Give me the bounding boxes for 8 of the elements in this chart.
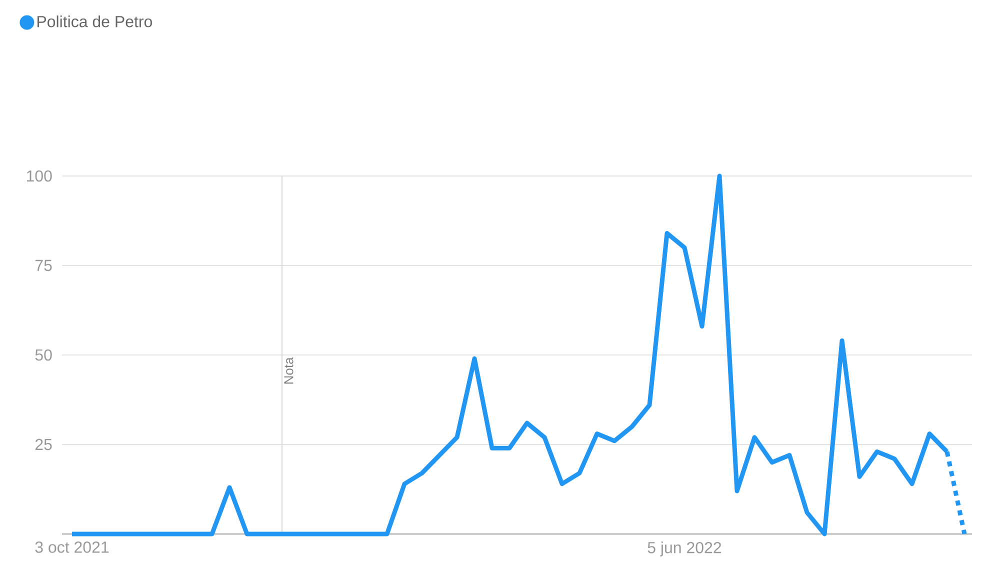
y-tick-label: 25 bbox=[35, 438, 52, 450]
ref-line-label: Nota bbox=[284, 357, 294, 384]
y-tick-label: 100 bbox=[27, 170, 52, 182]
x-tick-label: 3 oct 2021 bbox=[35, 542, 109, 553]
x-tick-label: 5 jun 2022 bbox=[648, 542, 722, 556]
y-tick-label: 50 bbox=[35, 349, 52, 361]
y-tick-label: 75 bbox=[35, 260, 52, 272]
legend-label: Politica de Petro bbox=[38, 16, 152, 28]
